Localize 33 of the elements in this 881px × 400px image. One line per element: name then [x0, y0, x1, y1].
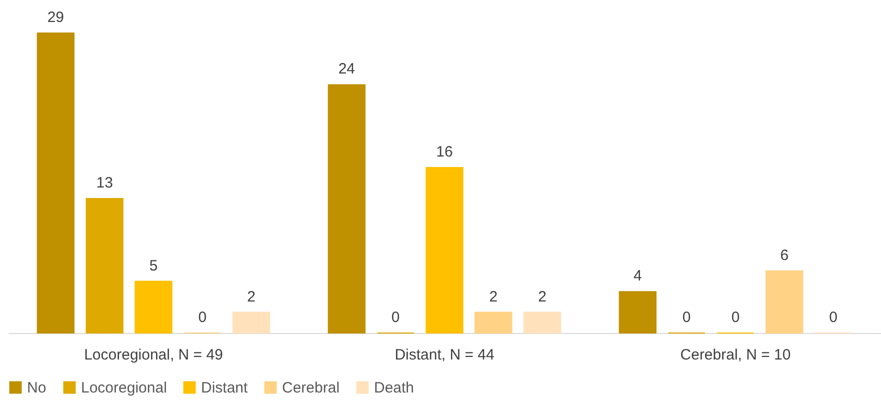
data-label: 16: [436, 143, 453, 160]
legend-label: Distant: [201, 380, 249, 397]
bar: [232, 312, 270, 334]
bar: [523, 312, 562, 334]
legend-label: No: [27, 380, 46, 397]
data-label: 6: [780, 246, 789, 264]
bar: [86, 198, 124, 334]
data-label: 0: [682, 309, 691, 326]
data-label: 2: [538, 288, 546, 306]
bar: [36, 32, 75, 334]
x-tick-label: Distant, N = 44: [394, 346, 494, 364]
data-label: 24: [338, 60, 356, 78]
data-label: 2: [489, 288, 498, 306]
data-label: 2: [247, 288, 256, 306]
bar: [328, 84, 366, 334]
bar: [766, 270, 804, 334]
legend-label: Locoregional: [81, 380, 167, 397]
data-label: 0: [391, 309, 400, 326]
data-label: 13: [96, 174, 113, 192]
x-tick-label: Locoregional, N = 49: [84, 346, 223, 364]
data-label: 5: [149, 257, 158, 274]
x-tick-label: Cerebral, N = 10: [680, 346, 791, 364]
data-label: 0: [198, 309, 207, 326]
data-label: 0: [829, 309, 838, 326]
bar: [474, 312, 512, 334]
bar: [134, 280, 172, 334]
legend-label: Cerebral: [282, 380, 340, 397]
data-label: 4: [634, 268, 642, 285]
bar: [426, 166, 464, 334]
data-label: 0: [731, 309, 740, 326]
legend-label: Death: [374, 380, 414, 397]
bar: [618, 291, 657, 334]
data-label: 29: [47, 9, 64, 26]
